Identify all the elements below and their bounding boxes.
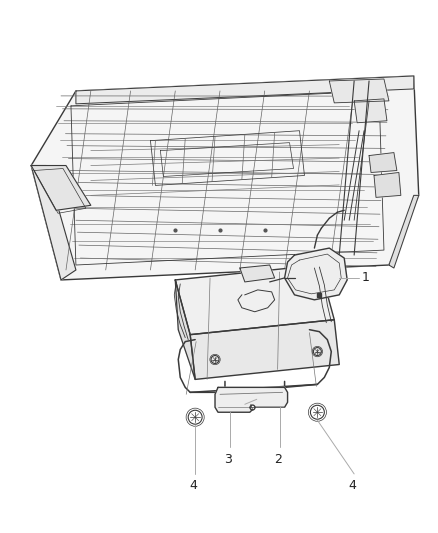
Polygon shape [328,79,388,103]
Polygon shape [76,76,413,104]
Polygon shape [31,76,418,280]
Polygon shape [31,166,91,211]
Polygon shape [373,173,400,197]
Polygon shape [190,320,339,379]
Text: 4: 4 [347,479,355,492]
Text: 1: 1 [361,271,369,285]
Text: 4: 4 [189,479,197,492]
Polygon shape [388,196,418,268]
Polygon shape [239,265,274,282]
Polygon shape [368,152,396,173]
Polygon shape [175,265,333,335]
Text: 3: 3 [223,453,231,466]
Text: 8: 8 [258,392,266,405]
Polygon shape [353,99,386,123]
Polygon shape [175,280,195,379]
Polygon shape [215,387,287,412]
Text: 2: 2 [273,453,281,466]
Polygon shape [31,166,76,280]
Polygon shape [284,248,346,300]
